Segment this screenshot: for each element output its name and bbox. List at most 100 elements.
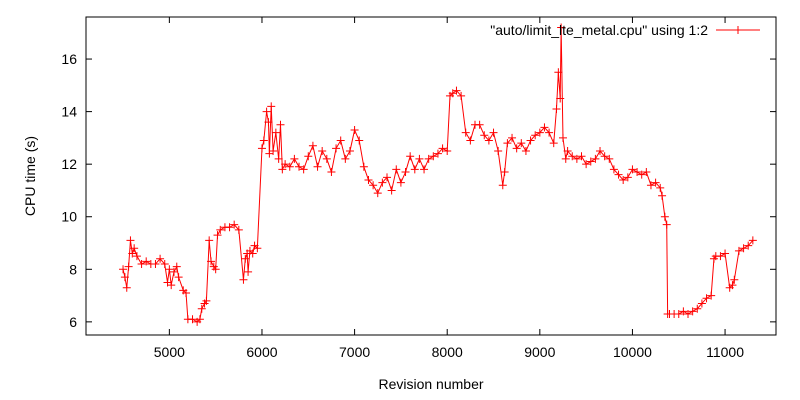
data-point (142, 257, 151, 266)
data-point (165, 265, 174, 274)
data-point (429, 152, 438, 161)
data-point (137, 260, 146, 269)
data-point (503, 139, 512, 148)
data-point (554, 68, 563, 77)
x-tick-label: 7000 (339, 344, 370, 360)
data-point (748, 236, 757, 245)
data-point (253, 244, 262, 253)
data-point (207, 257, 216, 266)
data-point (443, 147, 452, 156)
data-point (205, 236, 214, 245)
data-point (637, 170, 646, 179)
data-point (304, 152, 313, 161)
data-point (406, 152, 415, 161)
data-point (373, 189, 382, 198)
data-point (345, 147, 354, 156)
data-point (605, 154, 614, 163)
data-point (526, 136, 535, 145)
data-point (480, 131, 489, 140)
data-point (744, 241, 753, 250)
data-point (332, 144, 341, 153)
data-point (707, 291, 716, 300)
data-point (262, 107, 271, 116)
data-point (508, 133, 517, 142)
data-point (586, 157, 595, 166)
data-point (167, 281, 176, 290)
data-point (633, 168, 642, 177)
data-point (341, 154, 350, 163)
y-axis-label: CPU time (s) (22, 136, 38, 216)
data-point (278, 165, 287, 174)
data-point (452, 86, 461, 95)
data-point (169, 267, 178, 276)
data-point (130, 244, 139, 253)
legend-marker-sample (734, 26, 742, 34)
data-point (484, 136, 493, 145)
data-point (614, 170, 623, 179)
data-point (549, 139, 558, 148)
data-point (195, 315, 204, 324)
x-tick-label: 11000 (706, 344, 744, 360)
data-point (521, 147, 530, 156)
data-point (684, 309, 693, 318)
x-axis-label: Revision number (378, 376, 483, 392)
data-point (383, 173, 392, 182)
data-point (174, 273, 183, 282)
data-point (156, 254, 165, 263)
data-point (244, 267, 253, 276)
data-point (259, 136, 268, 145)
data-point (679, 307, 688, 316)
data-point (582, 160, 591, 169)
data-point (561, 154, 570, 163)
plot-frame (85, 16, 777, 336)
data-point (556, 94, 565, 103)
data-point (355, 136, 364, 145)
data-point (461, 128, 470, 137)
data-point (188, 315, 197, 324)
data-point (322, 154, 331, 163)
data-point (151, 260, 160, 269)
data-point (225, 223, 234, 232)
data-point (241, 254, 250, 263)
data-point (122, 283, 131, 292)
data-point (336, 136, 345, 145)
x-tick-label: 5000 (154, 344, 185, 360)
data-point (658, 191, 667, 200)
data-point (290, 154, 299, 163)
data-point (172, 262, 181, 271)
data-point (132, 252, 141, 261)
data-point (197, 304, 206, 313)
data-point (216, 225, 225, 234)
data-point (512, 144, 521, 153)
data-point (628, 165, 637, 174)
data-point (295, 162, 304, 171)
data-point (126, 236, 135, 245)
data-point (359, 162, 368, 171)
y-tick-label: 12 (61, 156, 77, 172)
data-point (728, 281, 737, 290)
data-point (572, 154, 581, 163)
data-point (558, 133, 567, 142)
data-point (274, 154, 283, 163)
data-point (494, 147, 503, 156)
data-point (271, 128, 280, 137)
data-point (656, 183, 665, 192)
data-point (596, 147, 605, 156)
y-tick-label: 10 (61, 209, 77, 225)
data-point (313, 162, 322, 171)
data-point (264, 118, 273, 127)
data-point (433, 149, 442, 158)
data-point (557, 23, 566, 32)
legend: "auto/limit_lte_metal.cpu" using 1:2 (490, 22, 760, 38)
data-point (498, 181, 507, 190)
data-point (401, 168, 410, 177)
data-point (387, 186, 396, 195)
data-point (257, 144, 266, 153)
data-point (500, 168, 509, 177)
axis-ticks (86, 17, 776, 335)
data-point (730, 275, 739, 284)
data-point (688, 307, 697, 316)
data-point (364, 175, 373, 184)
data-point (128, 249, 137, 258)
